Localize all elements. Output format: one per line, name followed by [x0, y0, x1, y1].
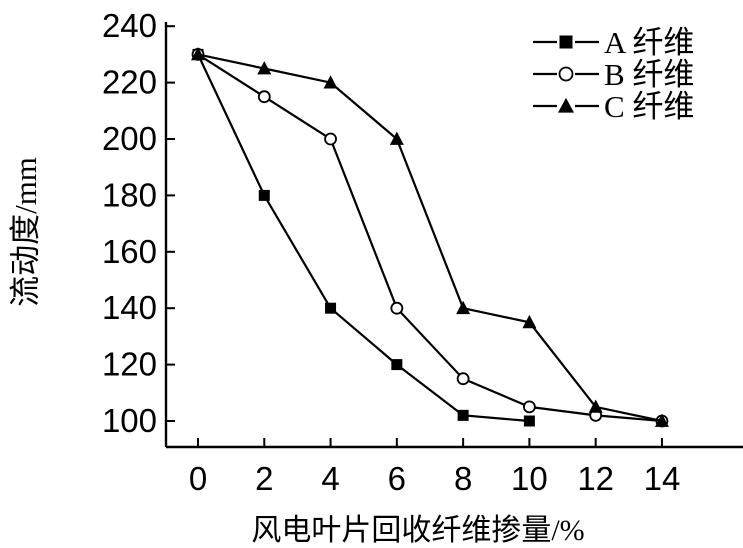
x-tick-label: 0: [189, 460, 207, 497]
y-tick-label: 240: [102, 7, 157, 44]
legend-filled-triangle-marker: [558, 97, 574, 113]
legend-label: C 纤维: [604, 89, 694, 124]
y-tick-label: 140: [102, 289, 157, 326]
open-circle-marker: [257, 90, 271, 104]
series-0: [192, 48, 535, 427]
x-tick-label: 10: [511, 460, 548, 497]
legend: A 纤维B 纤维C 纤维: [533, 25, 694, 124]
filled-triangle-marker: [522, 314, 537, 329]
filled-square-marker: [258, 189, 270, 201]
y-tick-label: 160: [102, 233, 157, 270]
filled-square-marker: [457, 409, 469, 421]
x-tick-label: 6: [388, 460, 406, 497]
open-circle-marker: [456, 372, 470, 386]
filled-square-marker: [325, 302, 337, 314]
plot-area: 0 2 4 6 8 10 12 14 100 120 140 160 180 200 220 240: [102, 7, 743, 497]
series-line: [197, 53, 663, 423]
open-circle-marker: [324, 132, 337, 146]
filled-triangle-marker: [389, 131, 404, 145]
y-tick-label: 100: [102, 402, 157, 439]
legend-label: B 纤维: [604, 57, 694, 92]
filled-triangle-marker: [654, 413, 669, 427]
legend-filled-square-marker: [559, 35, 573, 49]
filled-triangle-marker: [257, 61, 272, 75]
filled-triangle-marker: [191, 47, 205, 61]
series-line: [197, 53, 663, 423]
y-tick-label: 200: [102, 120, 157, 157]
x-tick-label: 8: [454, 460, 472, 497]
legend-label: A 纤维: [604, 25, 694, 60]
legend-open-circle-marker: [558, 66, 574, 82]
y-tick-label: 120: [102, 346, 157, 383]
x-tick-label: 2: [255, 460, 273, 497]
x-tick-label: 4: [321, 460, 339, 497]
filled-square-marker: [523, 415, 535, 427]
y-tick-label: 180: [102, 176, 157, 213]
filled-triangle-marker: [456, 300, 471, 315]
x-axis-title: 风电叶片回收纤维掺量/%: [251, 514, 584, 547]
x-tick-label: 12: [577, 460, 614, 497]
open-circle-marker: [523, 400, 536, 414]
filled-triangle-marker: [588, 399, 603, 413]
legend-item: B 纤维: [533, 57, 694, 92]
open-circle-marker: [390, 301, 404, 315]
y-tick-label: 220: [102, 64, 157, 101]
legend-item: A 纤维: [533, 25, 694, 60]
series-line: [197, 53, 530, 423]
series-2: [191, 47, 669, 427]
filled-triangle-marker: [323, 75, 338, 89]
legend-item: C 纤维: [533, 89, 694, 124]
x-tick-label: 14: [644, 460, 681, 497]
series-1: [191, 48, 669, 428]
filled-square-marker: [391, 359, 403, 371]
y-axis-title: 流动度/mm: [8, 157, 43, 307]
